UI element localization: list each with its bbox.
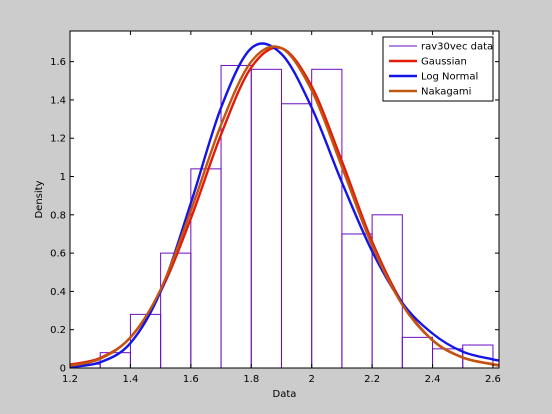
y-axis-label: Density (34, 180, 45, 218)
axis-ticks: 1.2 1.4 1.6 1.8 2 2.2 2.4 2.6 0 0.2 0.4 0.6 0.8 1 1.2 1… (50, 31, 501, 385)
legend-entry: Nakagami (421, 87, 471, 98)
legend-entry: Gaussian (421, 57, 467, 68)
y-tick-label: 1.6 (50, 57, 66, 68)
legend-entry: Log Normal (421, 72, 478, 83)
x-tick-label: 1.4 (122, 374, 138, 385)
x-tick-label: 2.2 (364, 374, 380, 385)
y-tick-label: 1.4 (50, 95, 66, 106)
x-tick-label: 2.6 (485, 374, 501, 385)
y-tick-label: 0.8 (50, 210, 66, 221)
fit-curve-nakagami (69, 45, 500, 367)
legend: rav30vec data Gaussian Log Normal Nakagami (382, 36, 494, 102)
x-tick-label: 2 (309, 374, 315, 385)
x-tick-label: 1.2 (62, 374, 78, 385)
x-tick-label: 1.6 (183, 374, 199, 385)
x-axis-label: Data (273, 389, 297, 400)
axes-frame (69, 30, 500, 369)
x-tick-label: 1.8 (243, 374, 259, 385)
y-tick-label: 1 (60, 172, 66, 183)
legend-entry: rav30vec data (421, 42, 493, 53)
y-tick-label: 0.4 (50, 287, 66, 298)
fit-curves (69, 42, 500, 369)
y-tick-label: 0 (60, 364, 66, 375)
x-tick-label: 2.4 (425, 374, 441, 385)
y-tick-label: 0.6 (50, 249, 66, 260)
y-tick-label: 0.2 (50, 325, 66, 336)
fit-curve-log-normal (69, 42, 500, 369)
y-tick-label: 1.2 (50, 134, 66, 145)
